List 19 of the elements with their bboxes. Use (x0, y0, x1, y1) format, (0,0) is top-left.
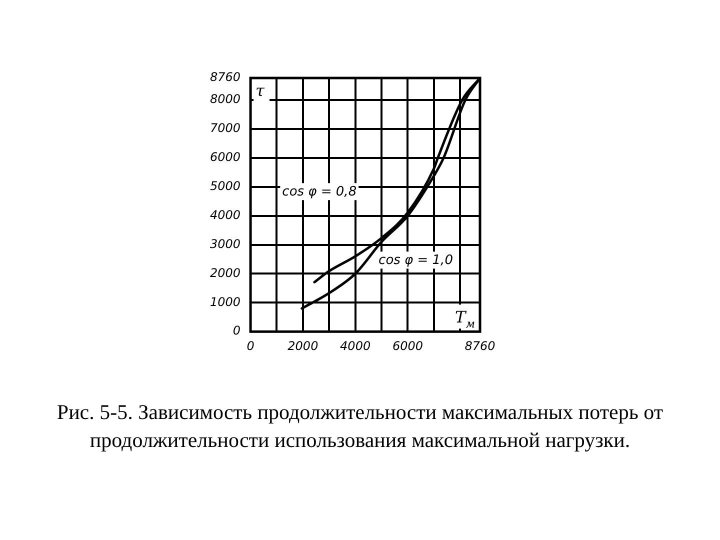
y-tick-label: 4000 (210, 208, 241, 222)
y-tick-label: 7000 (210, 121, 241, 136)
y-tick-label: 8000 (210, 92, 241, 106)
y-tick-label: 8760 (210, 70, 241, 84)
x-tick-label: 6000 (392, 338, 424, 353)
x-tick-label: 0 (246, 338, 255, 353)
x-tick-label: 8760 (464, 338, 496, 353)
y-tick-label: 1000 (210, 294, 241, 309)
y-tick-label: 2000 (210, 266, 241, 280)
y-tick-label: 0 (232, 324, 241, 338)
x-tick-label: 4000 (340, 338, 371, 353)
y-axis-title: τ (256, 81, 266, 100)
annotation: cos φ = 1,0 (378, 252, 453, 268)
y-tick-label: 3000 (210, 236, 241, 251)
x-tick-label: 2000 (288, 338, 319, 353)
annotation: cos φ = 0,8 (282, 184, 357, 200)
y-tick-label: 5000 (210, 178, 241, 193)
text: Рис. 5-5. Зависимость продолжительности максимальных потерь от продолжительности использования максимальной нагрузки. (56, 399, 664, 454)
y-tick-label: 6000 (210, 150, 241, 164)
